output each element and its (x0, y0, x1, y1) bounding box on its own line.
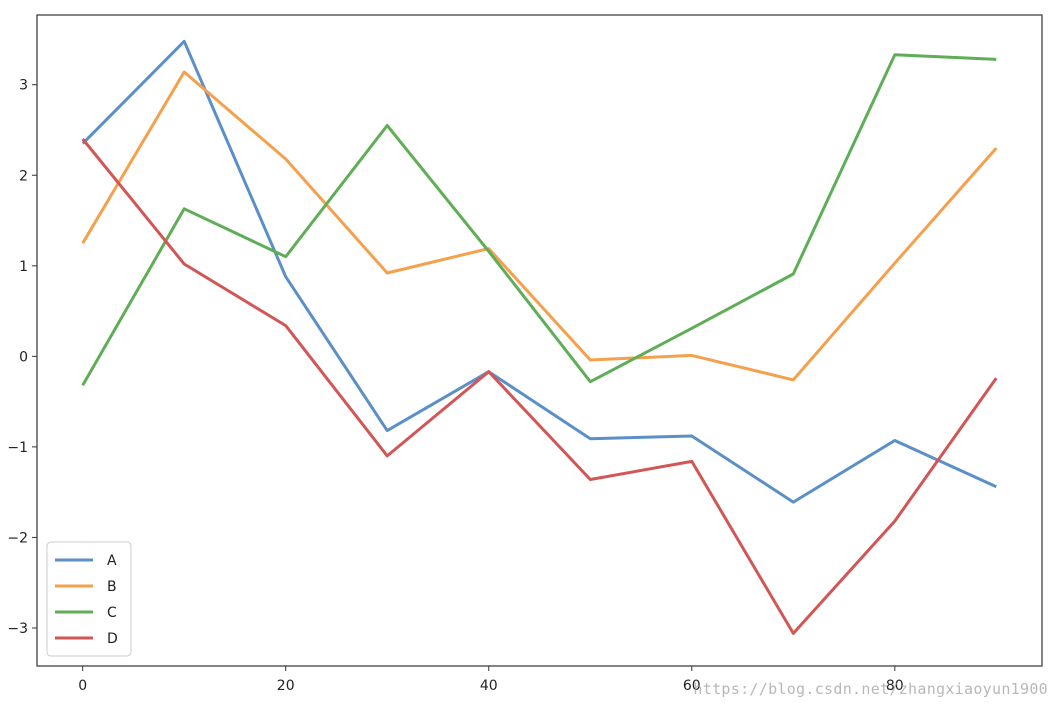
series-line-d (81, 138, 998, 635)
legend-label-a: A (107, 553, 117, 569)
legend-box (46, 541, 132, 657)
y-axis: 3 2 1 0 −1 −2 −3 (7, 78, 37, 637)
x-tick-label: 80 (886, 678, 904, 694)
x-tick-label: 0 (78, 678, 87, 694)
y-tick-label: −3 (7, 621, 28, 637)
series-layer (81, 39, 998, 635)
legend-label-d: D (107, 631, 118, 647)
x-tick-label: 60 (683, 678, 701, 694)
series-line-c (81, 53, 997, 387)
y-tick-label: 1 (19, 259, 28, 275)
y-tick-label: −1 (7, 440, 28, 456)
y-tick-label: 3 (19, 78, 28, 94)
series-line-b (81, 70, 998, 382)
legend-label-b: B (107, 579, 117, 595)
y-tick-label: 0 (19, 349, 28, 365)
watermark-text: https://blog.csdn.net/zhangxiaoyun1900 (693, 680, 1048, 698)
x-axis: 0 20 40 60 80 (78, 666, 904, 694)
series-line-a (81, 39, 997, 504)
legend-label-c: C (107, 605, 117, 621)
y-tick-label: −2 (7, 530, 28, 546)
plot-area (36, 14, 1043, 667)
x-tick-label: 40 (480, 678, 498, 694)
x-tick-label: 20 (277, 678, 295, 694)
y-tick-label: 2 (19, 168, 28, 184)
